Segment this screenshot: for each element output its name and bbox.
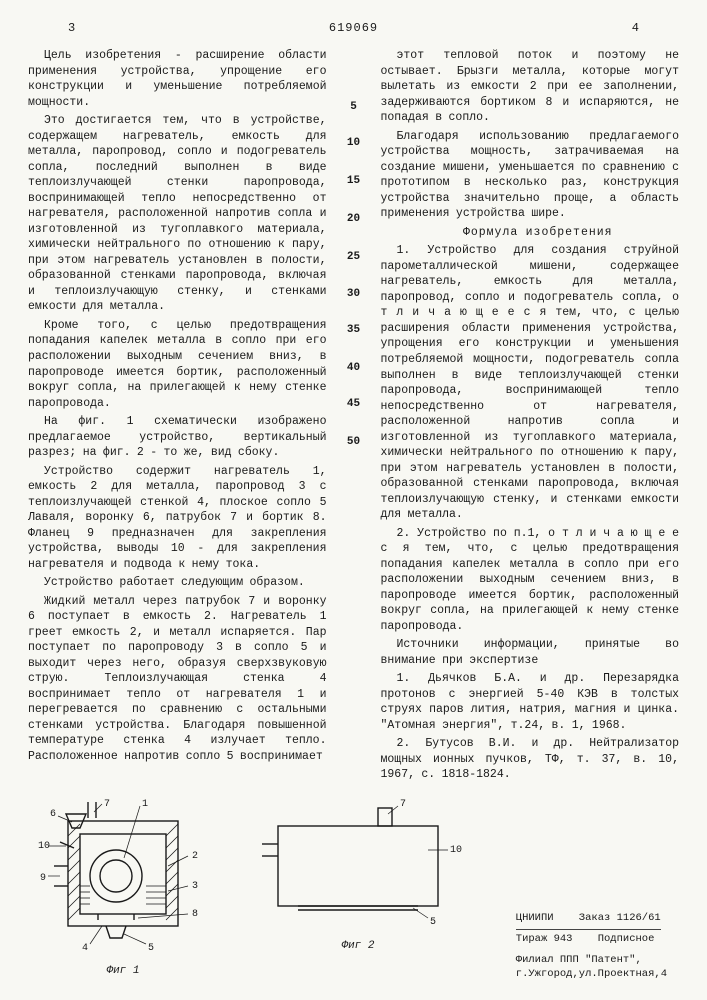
paragraph: Это достигается тем, что в устройстве, с… <box>28 113 327 315</box>
callout-10: 10 <box>450 845 462 856</box>
line-marker: 10 <box>345 136 363 151</box>
callout-6: 6 <box>50 809 56 820</box>
line-marker: 40 <box>345 361 363 376</box>
paragraph: Устройство работает следующим образом. <box>28 575 327 591</box>
callout-9: 9 <box>40 873 46 884</box>
sources-title: Источники информации, принятые во вниман… <box>381 637 680 668</box>
line-marker: 30 <box>345 287 363 302</box>
column-left: Цель изобретения - расширение области пр… <box>28 48 327 786</box>
paragraph: Благодаря использованию предлагаемого ус… <box>381 129 680 222</box>
line-marker: 35 <box>345 323 363 338</box>
page-number-left: 3 <box>68 20 75 36</box>
callout-8: 8 <box>192 909 198 920</box>
page-number-right: 4 <box>632 20 639 36</box>
callout-3: 3 <box>192 881 198 892</box>
paragraph: Цель изобретения - расширение области пр… <box>28 48 327 110</box>
line-marker: 50 <box>345 435 363 450</box>
callout-10: 10 <box>38 841 50 852</box>
page: 3 619069 4 Цель изобретения - расширение… <box>0 0 707 1000</box>
source: 1. Дьячков Б.А. и др. Перезарядка протон… <box>381 671 680 733</box>
line-marker: 25 <box>345 250 363 265</box>
footer-tirage: Тираж 943 <box>516 933 573 945</box>
figure-2-svg: 7 10 5 <box>248 796 468 936</box>
line-number-gutter: 5 10 15 20 25 30 35 40 45 50 <box>345 48 363 786</box>
figure-1-svg: 6 7 1 10 9 2 3 8 4 5 <box>28 796 218 961</box>
callout-4: 4 <box>82 943 88 954</box>
callout-7: 7 <box>104 799 110 810</box>
paragraph: На фиг. 1 схематически изображено предла… <box>28 414 327 461</box>
callout-5: 5 <box>430 917 436 928</box>
line-marker: 15 <box>345 174 363 189</box>
figure-1: 6 7 1 10 9 2 3 8 4 5 Фиг 1 <box>28 796 218 979</box>
callout-2: 2 <box>192 851 198 862</box>
callout-5: 5 <box>148 943 154 954</box>
text-columns: Цель изобретения - расширение области пр… <box>28 48 679 786</box>
paragraph: этот тепловой поток и поэтому не остывае… <box>381 48 680 126</box>
figure-2: 7 10 5 Фиг 2 <box>248 796 468 954</box>
footer-subscription: Подписное <box>598 933 655 945</box>
callout-1: 1 <box>142 799 148 810</box>
footer-order: Заказ 1126/61 <box>579 912 661 924</box>
callout-7: 7 <box>400 799 406 810</box>
claim: 2. Устройство по п.1, о т л и ч а ю щ е … <box>381 526 680 635</box>
paragraph: Кроме того, с целью предотвращения попад… <box>28 318 327 411</box>
footer-org: ЦНИИПИ <box>516 912 554 924</box>
footer-branch: Филиал ППП "Патент", <box>516 953 667 968</box>
figure-2-label: Фиг 2 <box>248 939 468 954</box>
formula-title: Формула изобретения <box>381 225 680 241</box>
source: 2. Бутусов В.И. и др. Нейтрализатор мощн… <box>381 736 680 783</box>
paragraph: Устройство содержит нагреватель 1, емкос… <box>28 464 327 573</box>
document-number: 619069 <box>329 20 378 36</box>
line-marker: 20 <box>345 212 363 227</box>
claim: 1. Устройство для создания струйной паро… <box>381 243 680 522</box>
column-right: этот тепловой поток и поэтому не остывае… <box>381 48 680 786</box>
header: 3 619069 4 <box>28 20 679 36</box>
paragraph: Жидкий металл через патрубок 7 и воронку… <box>28 594 327 765</box>
figure-1-label: Фиг 1 <box>28 964 218 979</box>
footer-address: г.Ужгород,ул.Проектная,4 <box>516 967 667 982</box>
line-marker: 45 <box>345 397 363 412</box>
footer: ЦНИИПИ Заказ 1126/61 Тираж 943 Подписное… <box>516 911 667 982</box>
line-marker: 5 <box>345 100 363 115</box>
